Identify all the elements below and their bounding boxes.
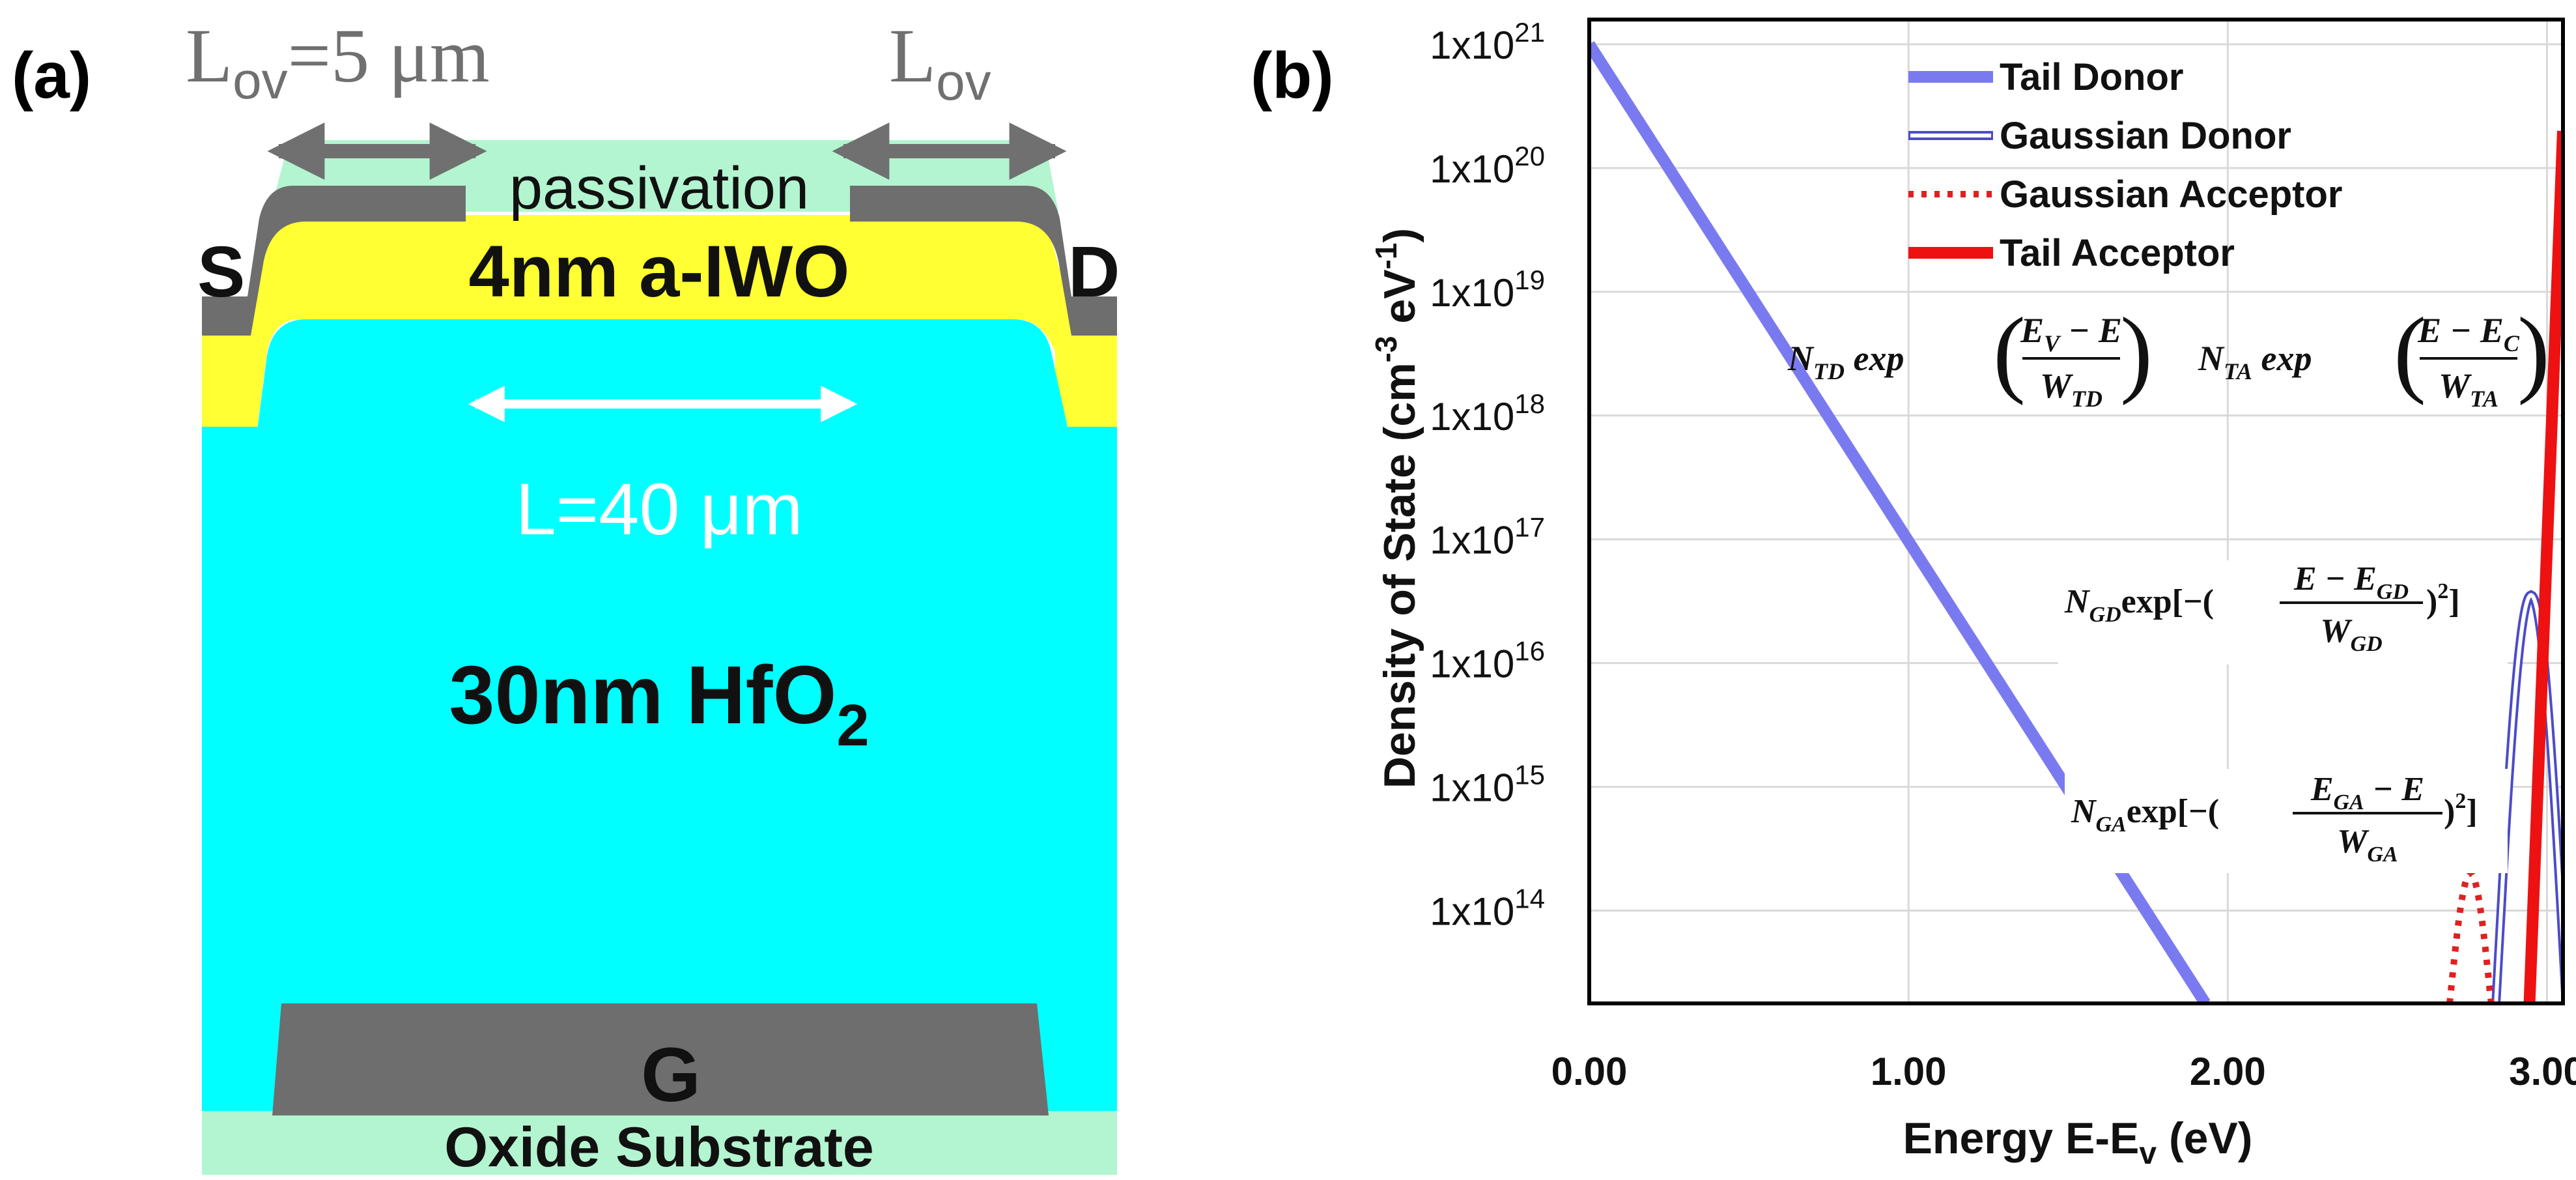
eq-gd-num: E − EGD <box>2293 560 2409 604</box>
drain-label: D <box>1068 232 1120 312</box>
eq-gd-den: WGD <box>2320 612 2382 656</box>
iwo-top <box>254 215 1068 300</box>
equation-tail-acceptor: NTA exp ( E − EC WTA ) <box>2198 298 2550 412</box>
legend-label: Tail Acceptor <box>2000 232 2235 274</box>
oxide-substrate-layer <box>202 1111 1117 1175</box>
eq-ta-num: E − EC <box>2417 311 2520 356</box>
length-label: L=40 μm <box>515 468 802 550</box>
eq-ta-rparen: ) <box>2517 298 2550 406</box>
hfo2-layer <box>202 427 1117 1111</box>
eq-ta-lparen: ( <box>2394 298 2426 406</box>
equation-tail-donor: NTD exp ( EV − E WTD ) <box>1787 298 2153 412</box>
passivation-label: passivation <box>509 155 809 222</box>
y-tick-label: 1x1015 <box>1430 760 1545 810</box>
drain-electrode <box>850 186 1117 336</box>
channel-label: 4nm a-IWO <box>469 231 850 312</box>
x-tick-label: 3.00 <box>2509 1050 2576 1093</box>
x-tick-labels: 0.00 1.00 2.00 3.00 <box>1551 1050 2576 1093</box>
y-tick-labels: 1x1014 1x1015 1x1016 1x1017 1x1018 1x1019 1x10… <box>1430 17 1545 934</box>
eq-ga-tail: )2] <box>2444 789 2478 830</box>
substrate-label: Oxide Substrate <box>444 1116 874 1179</box>
series-tail-acceptor <box>2523 130 2563 1003</box>
eq-td-den: WTD <box>2040 366 2102 412</box>
eq-gd-prefix: NGDexp[−( <box>2064 583 2214 627</box>
eq-ga-backdrop <box>2065 769 2508 873</box>
legend-label: Gaussian Donor <box>2000 115 2291 157</box>
eq-td-prefix: NTD exp <box>1787 339 1904 384</box>
device-cross-section: (a) Lov=5 μm Lov passivation S D 4nm a-I… <box>12 13 1120 1179</box>
y-tick-label: 1x1018 <box>1430 388 1545 439</box>
y-tick-label: 1x1017 <box>1430 512 1545 562</box>
eq-td-num: EV − E <box>2020 311 2122 356</box>
y-tick-label: 1x1019 <box>1430 265 1545 315</box>
legend-label: Tail Donor <box>2000 56 2183 98</box>
dos-chart: (b) 1x1014 1x1015 1x1016 1x1017 1x1018 1x1019… <box>1251 17 2576 1171</box>
gate-electrode <box>272 1003 1049 1115</box>
series-gaussian-acceptor <box>2446 870 2495 1003</box>
eq-ta-den: WTA <box>2439 366 2498 412</box>
y-tick-label: 1x1016 <box>1430 636 1545 686</box>
lov-right-label: Lov <box>889 13 991 111</box>
eq-gd-tail: )2] <box>2426 579 2460 620</box>
y-tick-label: 1x1014 <box>1430 884 1545 934</box>
y-axis-title: Density of State (cm-3 eV-1) <box>1369 228 1424 788</box>
hfo2-bump <box>257 319 1068 430</box>
source-electrode <box>202 186 466 336</box>
legend-label: Gaussian Acceptor <box>2000 173 2342 216</box>
y-tick-label: 1x1021 <box>1430 17 1545 67</box>
equation-gaussian-donor: NGDexp[−( E − EGD WGD )2] <box>2058 560 2508 665</box>
source-label: S <box>197 232 245 312</box>
panel-a-label: (a) <box>12 39 91 112</box>
x-tick-label: 2.00 <box>2190 1050 2266 1093</box>
eq-ga-den: WGA <box>2337 823 2398 867</box>
x-axis-title: Energy E-Ev (eV) <box>1903 1114 2253 1171</box>
gate-label: G <box>641 1032 701 1118</box>
eq-td-lparen: ( <box>1993 298 2026 406</box>
y-tick-label: 1x1020 <box>1430 141 1545 191</box>
dielectric-label: 30nm HfO2 <box>449 649 869 758</box>
x-tick-label: 0.00 <box>1551 1050 1628 1093</box>
eq-td-rparen: ) <box>2120 298 2153 406</box>
panel-b-label: (b) <box>1251 39 1334 112</box>
plot-frame <box>1587 18 2565 1005</box>
eq-ga-num: EGA − E <box>2310 771 2424 814</box>
eq-gd-backdrop <box>2058 560 2508 665</box>
x-tick-label: 1.00 <box>1871 1050 1947 1093</box>
chart-legend: Tail Donor Gaussian Donor Gaussian Accepto… <box>1908 56 2342 274</box>
equation-gaussian-acceptor: NGAexp[−( EGA − E WGA )2] <box>2065 769 2508 873</box>
lov-left-label: Lov=5 μm <box>186 13 490 109</box>
eq-ta-prefix: NTA exp <box>2198 339 2312 384</box>
eq-ga-prefix: NGAexp[−( <box>2071 793 2219 837</box>
